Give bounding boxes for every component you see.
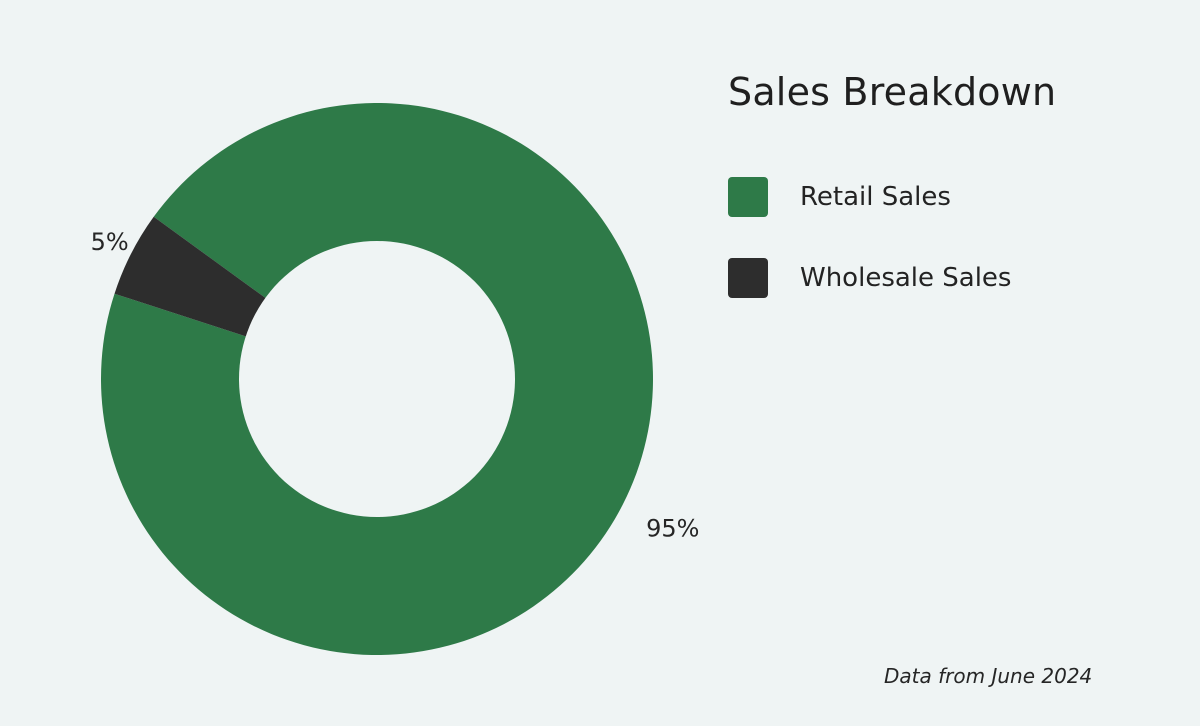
slice-labels: 95% 5%	[91, 228, 700, 543]
legend-swatch-retail	[728, 177, 768, 217]
legend-label-retail: Retail Sales	[800, 182, 951, 212]
legend-item-retail: Retail Sales	[728, 176, 1011, 218]
legend: Retail Sales Wholesale Sales	[728, 176, 1011, 338]
legend-swatch-wholesale	[728, 258, 768, 298]
donut-hole	[239, 241, 515, 517]
footnote: Data from June 2024	[884, 664, 1093, 688]
chart-title: Sales Breakdown	[728, 70, 1057, 114]
slice-label-wholesale: 5%	[91, 228, 129, 256]
slice-label-retail: 95%	[646, 515, 699, 543]
donut-chart: 95% 5%	[91, 102, 700, 655]
legend-label-wholesale: Wholesale Sales	[800, 263, 1012, 293]
legend-item-wholesale: Wholesale Sales	[728, 257, 1011, 299]
